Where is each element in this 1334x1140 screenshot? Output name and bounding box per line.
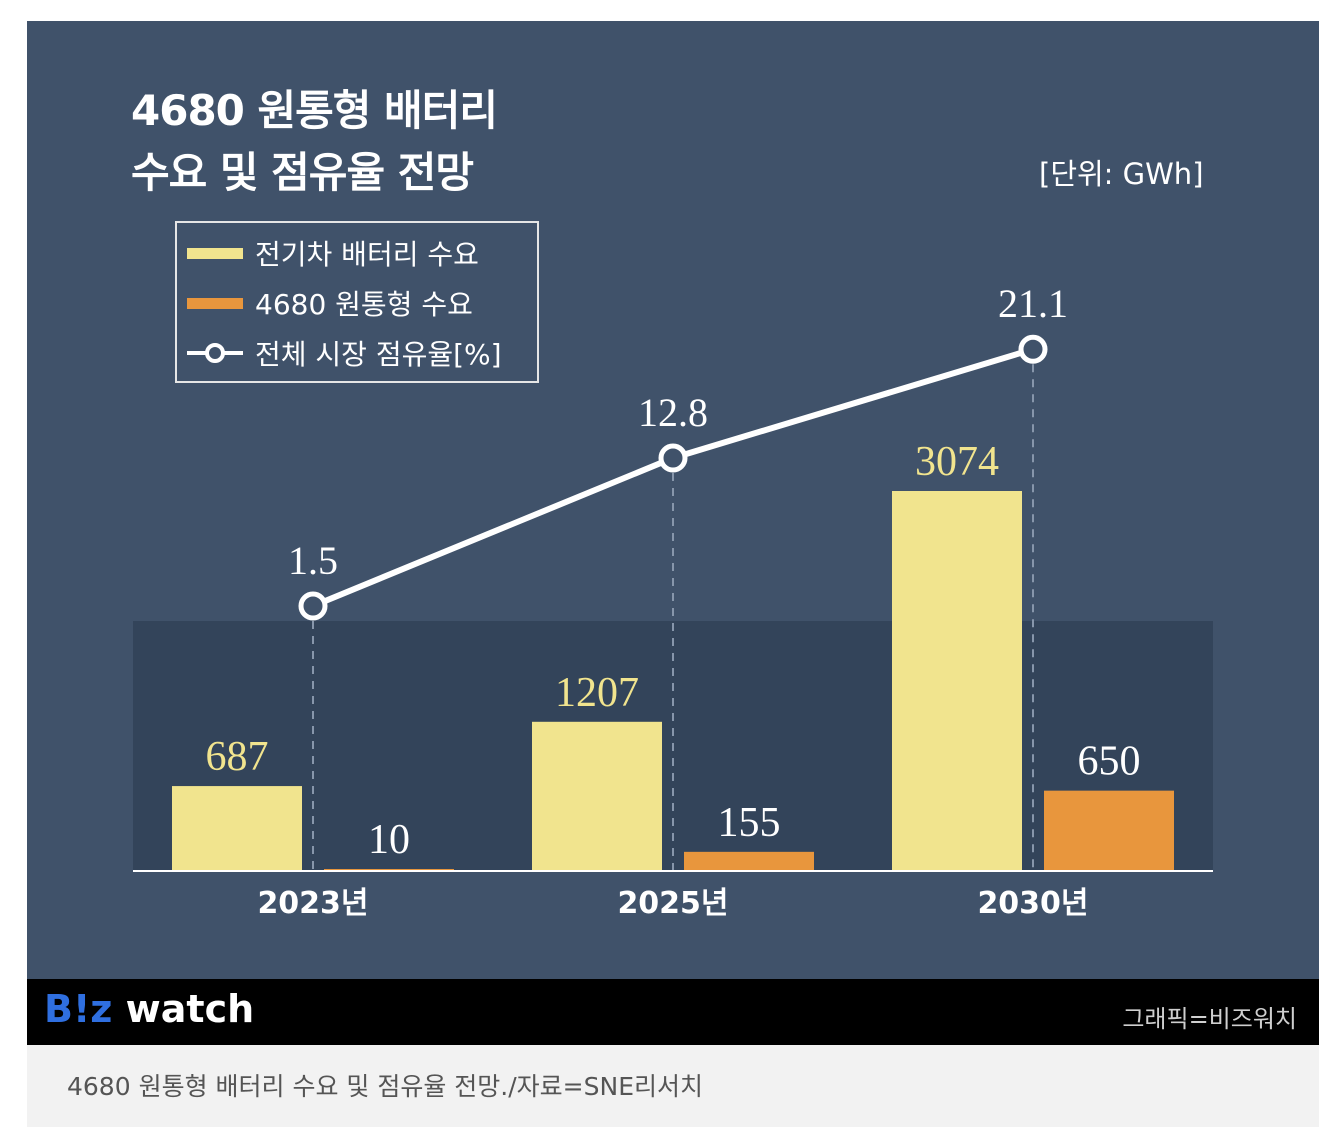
legend-swatch-orange-icon <box>187 297 243 309</box>
footer-bar: B!z watch 그래픽=비즈워치 <box>27 979 1319 1045</box>
chart-title-line2: 수요 및 점유율 전망 <box>131 148 474 197</box>
legend-label: 전체 시장 점유율[%] <box>255 338 502 371</box>
bar-label-4680-2: 650 <box>1078 739 1141 785</box>
bar-ev-0 <box>172 786 302 871</box>
legend-label: 전기차 배터리 수요 <box>255 238 479 271</box>
legend: 전기차 배터리 수요 4680 원통형 수요 전체 시장 점유율[%] <box>175 221 539 383</box>
chart-card: 4680 원통형 배터리 수요 및 점유율 전망 [단위: GWh] 687 10… <box>27 21 1319 1127</box>
line-label-1: 12.8 <box>638 390 708 435</box>
bar-4680-2 <box>1044 790 1174 871</box>
chart-title-line1: 4680 원통형 배터리 <box>131 86 498 135</box>
chart-panel: 4680 원통형 배터리 수요 및 점유율 전망 [단위: GWh] 687 10… <box>27 21 1319 979</box>
bar-label-ev-0: 687 <box>206 734 269 780</box>
image-caption: 4680 원통형 배터리 수요 및 점유율 전망./자료=SNE리서치 <box>67 1072 703 1101</box>
legend-label: 4680 원통형 수요 <box>255 288 473 321</box>
bar-label-4680-0: 10 <box>368 817 410 863</box>
graphic-credit: 그래픽=비즈워치 <box>1122 1005 1297 1033</box>
line-label-2: 21.1 <box>998 281 1068 326</box>
x-tick-label-2: 2030년 <box>977 886 1088 921</box>
bar-ev-1 <box>532 721 662 871</box>
bar-ev-2 <box>892 491 1022 871</box>
bar-label-4680-1: 155 <box>718 800 781 846</box>
bar-label-ev-1: 1207 <box>555 670 639 716</box>
unit-label: [단위: GWh] <box>1039 157 1204 191</box>
legend-item-4680-demand: 4680 원통형 수요 <box>187 283 473 323</box>
line-point-1 <box>658 443 688 473</box>
bar-4680-1 <box>684 851 814 871</box>
bar-label-ev-2: 3074 <box>915 439 999 485</box>
legend-swatch-yellow-icon <box>187 247 243 259</box>
legend-item-ev-demand: 전기차 배터리 수요 <box>187 233 479 273</box>
legend-line-marker-icon <box>187 342 243 364</box>
line-label-0: 1.5 <box>288 538 338 583</box>
legend-item-market-share: 전체 시장 점유율[%] <box>187 333 502 373</box>
line-point-2 <box>1018 334 1048 364</box>
brand-logo: B!z watch <box>44 987 255 1031</box>
x-tick-label-0: 2023년 <box>257 886 368 921</box>
line-point-0 <box>298 591 328 621</box>
x-tick-label-1: 2025년 <box>617 886 728 921</box>
